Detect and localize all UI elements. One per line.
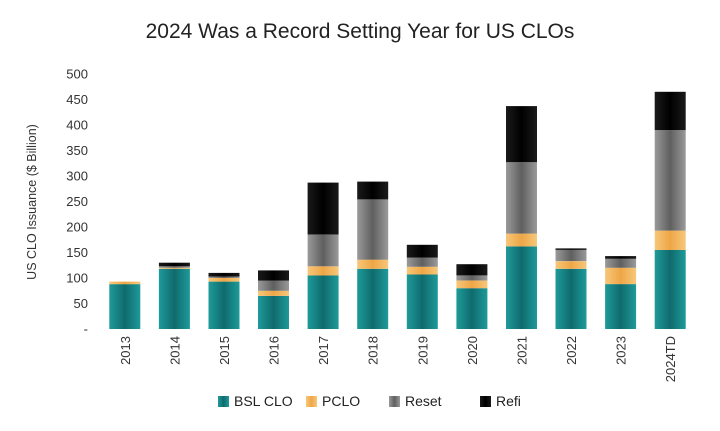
bar-segment-bsl-clo-2017 [308,275,339,329]
bar-segment-refi-2024td [655,92,686,130]
legend-label-bsl-clo: BSL CLO [234,393,293,409]
bar-segment-refi-2019 [407,245,438,258]
bar-segment-bsl-clo-2019 [407,274,438,329]
y-tick-label: 300 [66,169,88,184]
bar-segment-reset-2024td [655,130,686,231]
legend-swatch-reset [389,396,400,407]
x-tick-label: 2022 [564,336,579,365]
bar-segment-reset-2014 [159,266,190,268]
bar-segment-bsl-clo-2020 [456,288,487,329]
bar-segment-pclo-2015 [209,278,240,282]
x-tick-label: 2014 [167,336,182,365]
legend-label-pclo: PCLO [322,393,360,409]
bar-segment-refi-2021 [506,106,537,162]
bar-segment-bsl-clo-2014 [159,269,190,329]
x-tick-label: 2023 [614,336,629,365]
bar-segment-bsl-clo-2024td [655,250,686,329]
y-tick-label: 200 [66,220,88,235]
x-tick-label: 2024TD [663,336,678,382]
bar-segment-bsl-clo-2015 [209,282,240,329]
bar-segment-bsl-clo-2022 [556,269,587,329]
y-tick-label: 250 [66,194,88,209]
bar-segment-bsl-clo-2016 [258,296,289,329]
bar-segment-reset-2022 [556,250,587,261]
bars [109,92,685,329]
x-tick-label: 2019 [415,336,430,365]
y-tick-label: 50 [74,296,88,311]
x-tick-label: 2013 [118,336,133,365]
x-tick-label: 2015 [217,336,232,365]
bar-segment-refi-2017 [308,183,339,235]
legend-swatch-pclo [306,396,317,407]
y-tick-label: 400 [66,118,88,133]
bar-segment-refi-2023 [605,256,636,259]
bar-segment-pclo-2024td [655,231,686,250]
bar-segment-reset-2021 [506,162,537,233]
legend-label-reset: Reset [405,393,442,409]
bar-segment-reset-2023 [605,259,636,268]
x-tick-label: 2016 [267,336,282,365]
bar-segment-pclo-2016 [258,291,289,296]
bar-segment-pclo-2020 [456,281,487,289]
bar-segment-reset-2015 [209,277,240,279]
bar-segment-pclo-2014 [159,268,190,269]
y-axis-label: US CLO Issuance ($ Billion) [25,124,39,280]
bar-segment-pclo-2021 [506,234,537,247]
y-axis: - 50 100 150 200 250 300 350 400 450 500 [66,67,88,337]
bar-segment-bsl-clo-2021 [506,246,537,329]
x-tick-label: 2017 [316,336,331,365]
bar-segment-refi-2016 [258,270,289,280]
y-tick-label: - [84,322,88,337]
bar-segment-pclo-2017 [308,266,339,275]
x-tick-label: 2020 [465,336,480,365]
y-tick-label: 350 [66,143,88,158]
bar-segment-pclo-2022 [556,261,587,269]
legend-label-refi: Refi [496,393,521,409]
y-tick-label: 450 [66,92,88,107]
bar-segment-refi-2020 [456,264,487,275]
bar-segment-reset-2020 [456,275,487,280]
bar-segment-pclo-2018 [357,260,388,269]
chart-title: 2024 Was a Record Setting Year for US CL… [146,20,575,43]
bar-segment-refi-2018 [357,182,388,200]
legend: BSL CLO PCLO Reset Refi [218,393,521,409]
x-axis: 2013 2014 2015 2016 2017 2018 2019 2020 2021 2022… [118,336,678,382]
bar-segment-reset-2019 [407,258,438,267]
x-tick-label: 2021 [515,336,530,365]
bar-segment-pclo-2023 [605,268,636,284]
bar-segment-refi-2022 [556,248,587,250]
bar-segment-bsl-clo-2023 [605,284,636,329]
legend-swatch-refi [480,396,491,407]
bar-segment-reset-2017 [308,235,339,267]
bar-segment-bsl-clo-2018 [357,269,388,329]
y-tick-label: 100 [66,271,88,286]
bar-segment-reset-2018 [357,200,388,260]
y-tick-label: 500 [66,67,88,82]
bar-segment-bsl-clo-2013 [109,284,140,329]
bar-segment-pclo-2013 [109,282,140,285]
bar-segment-pclo-2019 [407,267,438,275]
bar-segment-reset-2016 [258,281,289,291]
x-tick-label: 2018 [366,336,381,365]
legend-swatch-bsl-clo [218,396,229,407]
bar-segment-refi-2014 [159,263,190,267]
chart: 2024 Was a Record Setting Year for US CL… [0,0,720,431]
y-tick-label: 150 [66,245,88,260]
bar-segment-refi-2015 [209,273,240,277]
